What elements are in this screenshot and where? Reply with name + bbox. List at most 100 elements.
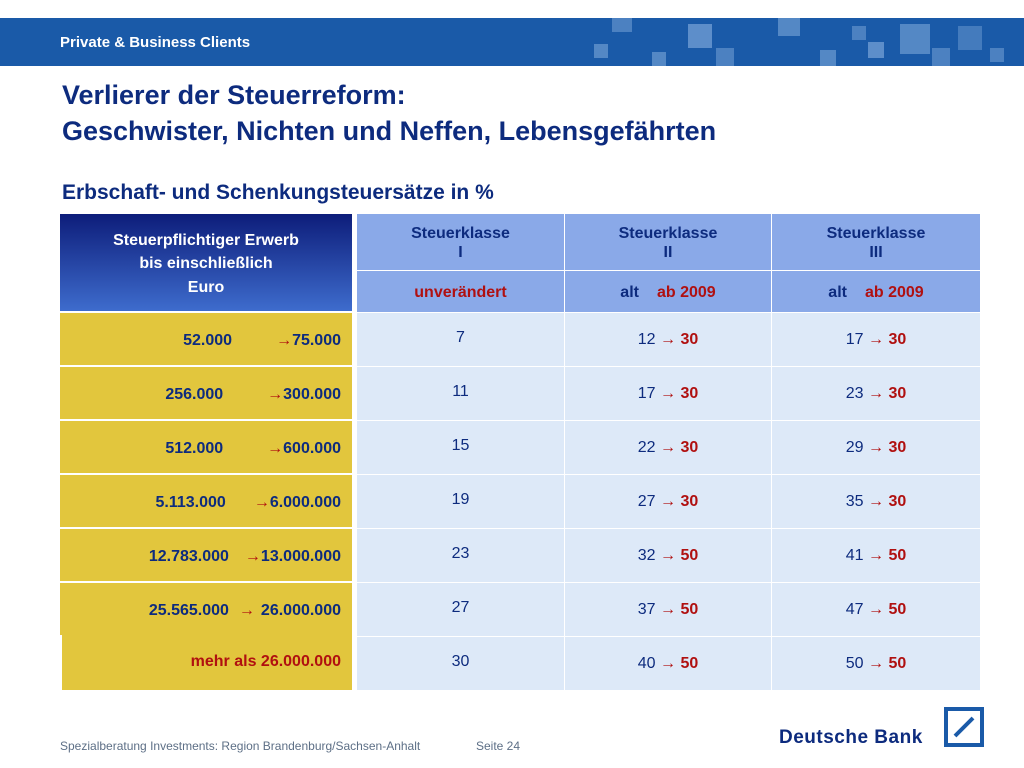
- rate-class2: 22 → 30: [565, 421, 772, 475]
- class-header: Steuerklasse III: [772, 214, 980, 271]
- arrow-icon: →: [660, 385, 676, 402]
- arrow-icon: →: [244, 548, 261, 565]
- amount-from: 512.000: [165, 440, 224, 457]
- rate-new: 30: [888, 331, 907, 348]
- rate-class1: 23: [357, 529, 565, 583]
- decor-square: [594, 44, 608, 58]
- rate-class1: 11: [357, 367, 565, 421]
- rate-class2: 32 → 50: [565, 529, 772, 583]
- amount-to: 26.000.000: [260, 602, 341, 619]
- rate-class3: 23 → 30: [772, 367, 980, 421]
- arrow-icon: →: [868, 439, 884, 456]
- rate-value: 7: [456, 329, 465, 346]
- rate-old: 17: [845, 331, 864, 348]
- arrow-icon: →: [660, 493, 676, 510]
- rate-class3: 50 → 50: [772, 637, 980, 690]
- left-header-line1: Steuerpflichtiger Erwerb: [113, 232, 299, 249]
- rate-class1: 15: [357, 421, 565, 475]
- rate-new: 30: [888, 439, 907, 456]
- rate-class1: 27: [357, 583, 565, 637]
- arrow-icon: →: [868, 547, 884, 564]
- rate-old: 29: [845, 439, 864, 456]
- brand-name: Deutsche Bank: [779, 727, 923, 748]
- rate-new: 50: [888, 547, 907, 564]
- header-bar: Private & Business Clients: [0, 18, 1024, 66]
- deutsche-bank-logo-icon: [944, 707, 984, 752]
- decor-square: [716, 48, 734, 66]
- decor-square: [900, 24, 930, 54]
- decor-square: [958, 26, 982, 50]
- class-header-line2: III: [869, 244, 883, 261]
- rate-new: 30: [680, 493, 699, 510]
- rate-class1: 7: [357, 313, 565, 367]
- rate-class3: 47 → 50: [772, 583, 980, 637]
- arrow-icon: →: [660, 331, 676, 348]
- subheader-cell: alt ab 2009: [565, 271, 772, 313]
- arrow-icon: →: [868, 655, 884, 672]
- arrow-icon: →: [868, 493, 884, 510]
- rate-new: 50: [680, 655, 699, 672]
- rate-new: 50: [888, 655, 907, 672]
- rate-new: 30: [680, 331, 699, 348]
- rate-value: 30: [451, 653, 470, 670]
- amount-to: 600.000: [283, 440, 341, 457]
- rate-class3: 29 → 30: [772, 421, 980, 475]
- amount-label: mehr als 26.000.000: [190, 653, 341, 670]
- class-header-line2: I: [458, 244, 463, 261]
- rate-old: 40: [637, 655, 656, 672]
- class-header-line1: Steuerklasse: [618, 225, 718, 242]
- rate-class2: 37 → 50: [565, 583, 772, 637]
- arrow-icon: →: [660, 439, 676, 456]
- table-caption: Erbschaft- und Schenkungsteuersätze in %: [62, 181, 494, 204]
- decor-square: [688, 24, 712, 48]
- rate-value: 19: [451, 491, 470, 508]
- page-title-line2: Geschwister, Nichten und Neffen, Lebensg…: [62, 116, 717, 146]
- rate-old: 47: [845, 601, 864, 618]
- amount-to: 13.000.000: [260, 548, 341, 565]
- amount-cell: 5.113.000 →6.000.000: [60, 475, 352, 527]
- amount-cell: 512.000 →600.000: [60, 421, 352, 473]
- rate-value: 27: [451, 599, 470, 616]
- left-header-line2: bis einschließlich: [139, 255, 273, 272]
- rate-old: 12: [637, 331, 656, 348]
- class-header-line1: Steuerklasse: [826, 225, 926, 242]
- rate-class2: 17 → 30: [565, 367, 772, 421]
- rate-value: 23: [451, 545, 470, 562]
- rate-old: 27: [637, 493, 656, 510]
- page-number: Seite 24: [476, 739, 521, 753]
- decor-square: [932, 48, 950, 66]
- page-title-line1: Verlierer der Steuerreform:: [62, 80, 406, 110]
- arrow-icon: →: [276, 332, 293, 349]
- arrow-icon: →: [238, 602, 255, 619]
- rate-class2: 27 → 30: [565, 475, 772, 529]
- rate-new: 50: [888, 601, 907, 618]
- decor-square: [820, 50, 836, 66]
- amount-to: 300.000: [283, 386, 341, 403]
- rate-class3: 41 → 50: [772, 529, 980, 583]
- rate-class1: 19: [357, 475, 565, 529]
- header-brand: Private & Business Clients: [60, 34, 251, 51]
- left-column-header: Steuerpflichtiger Erwerb bis einschließl…: [60, 214, 352, 311]
- amount-cell: 25.565.000 → 26.000.000: [60, 583, 352, 635]
- amount-cell: 52.000 →75.000: [60, 313, 352, 365]
- arrow-icon: →: [660, 655, 676, 672]
- subheader-old: alt: [828, 284, 847, 301]
- class-header-line2: II: [663, 244, 673, 261]
- decor-square: [778, 18, 800, 36]
- arrow-icon: →: [868, 601, 884, 618]
- arrow-icon: →: [868, 331, 884, 348]
- rate-new: 50: [680, 601, 699, 618]
- rate-class2: 12 → 30: [565, 313, 772, 367]
- arrow-icon: →: [660, 547, 676, 564]
- amount-to: 6.000.000: [269, 494, 341, 511]
- decor-square: [868, 42, 884, 58]
- left-header-line3: Euro: [187, 279, 225, 296]
- rate-old: 41: [845, 547, 864, 564]
- class-header: Steuerklasse I: [357, 214, 565, 271]
- amount-from: 52.000: [183, 332, 233, 349]
- arrow-icon: →: [267, 386, 284, 403]
- rate-new: 30: [680, 385, 699, 402]
- rate-new: 30: [888, 493, 907, 510]
- rate-class3: 35 → 30: [772, 475, 980, 529]
- decor-square: [852, 26, 866, 40]
